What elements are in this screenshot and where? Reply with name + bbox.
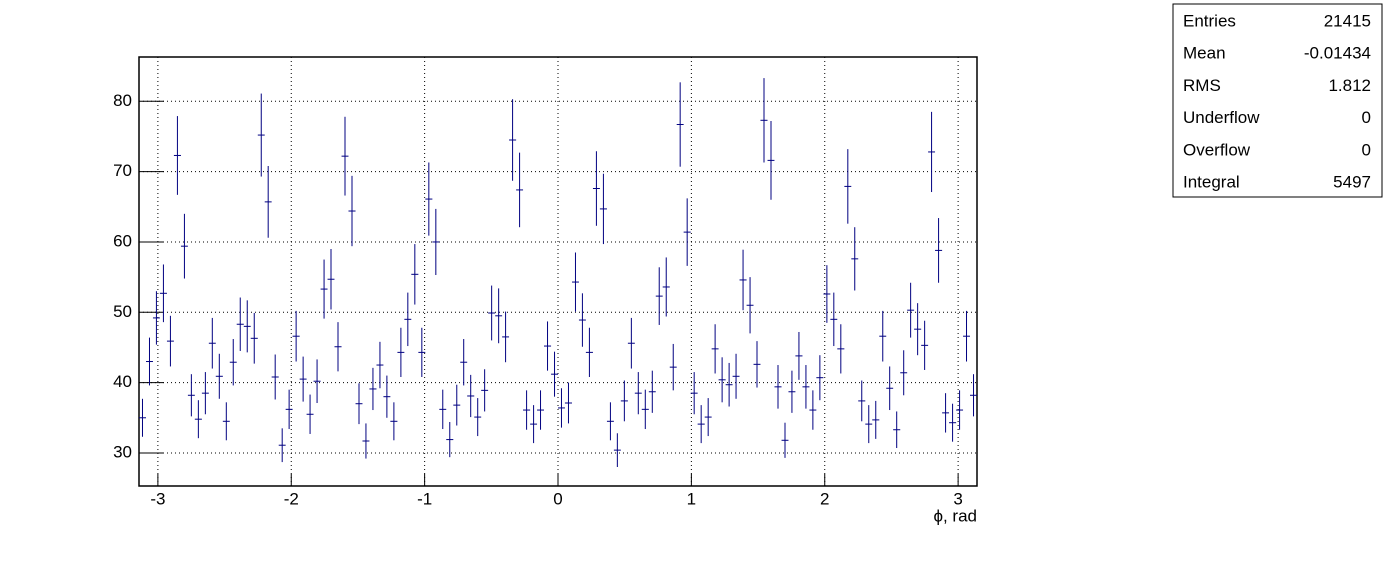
y-tick-label: 60 [113,231,132,250]
x-tick-label: 2 [820,489,829,508]
stats-value: -0.01434 [1304,44,1371,63]
x-tick-label: -2 [284,489,299,508]
x-tick-label: -3 [150,489,165,508]
stats-value: 5497 [1333,172,1371,191]
x-tick-label: 1 [687,489,696,508]
stats-value: 0 [1362,108,1371,127]
stats-label: Integral [1183,172,1240,191]
stats-label: Mean [1183,44,1226,63]
plot-frame [138,56,978,487]
stats-label: Overflow [1183,140,1251,159]
stats-label: RMS [1183,76,1221,95]
y-tick-label: 50 [113,302,132,321]
x-tick-label: 3 [953,489,962,508]
y-tick-label: 80 [113,91,132,110]
y-tick-label: 30 [113,442,132,461]
stats-label: Entries [1183,11,1236,30]
x-tick-label: -1 [417,489,432,508]
stats-box [1172,3,1383,198]
y-tick-label: 70 [113,161,132,180]
stats-label: Underflow [1183,108,1260,127]
stats-value: 21415 [1324,11,1371,30]
stats-value: 0 [1362,140,1371,159]
stats-value: 1.812 [1328,76,1371,95]
y-tick-label: 40 [113,372,132,391]
x-tick-label: 0 [553,489,562,508]
x-axis-label: ϕ, rad [933,506,977,525]
